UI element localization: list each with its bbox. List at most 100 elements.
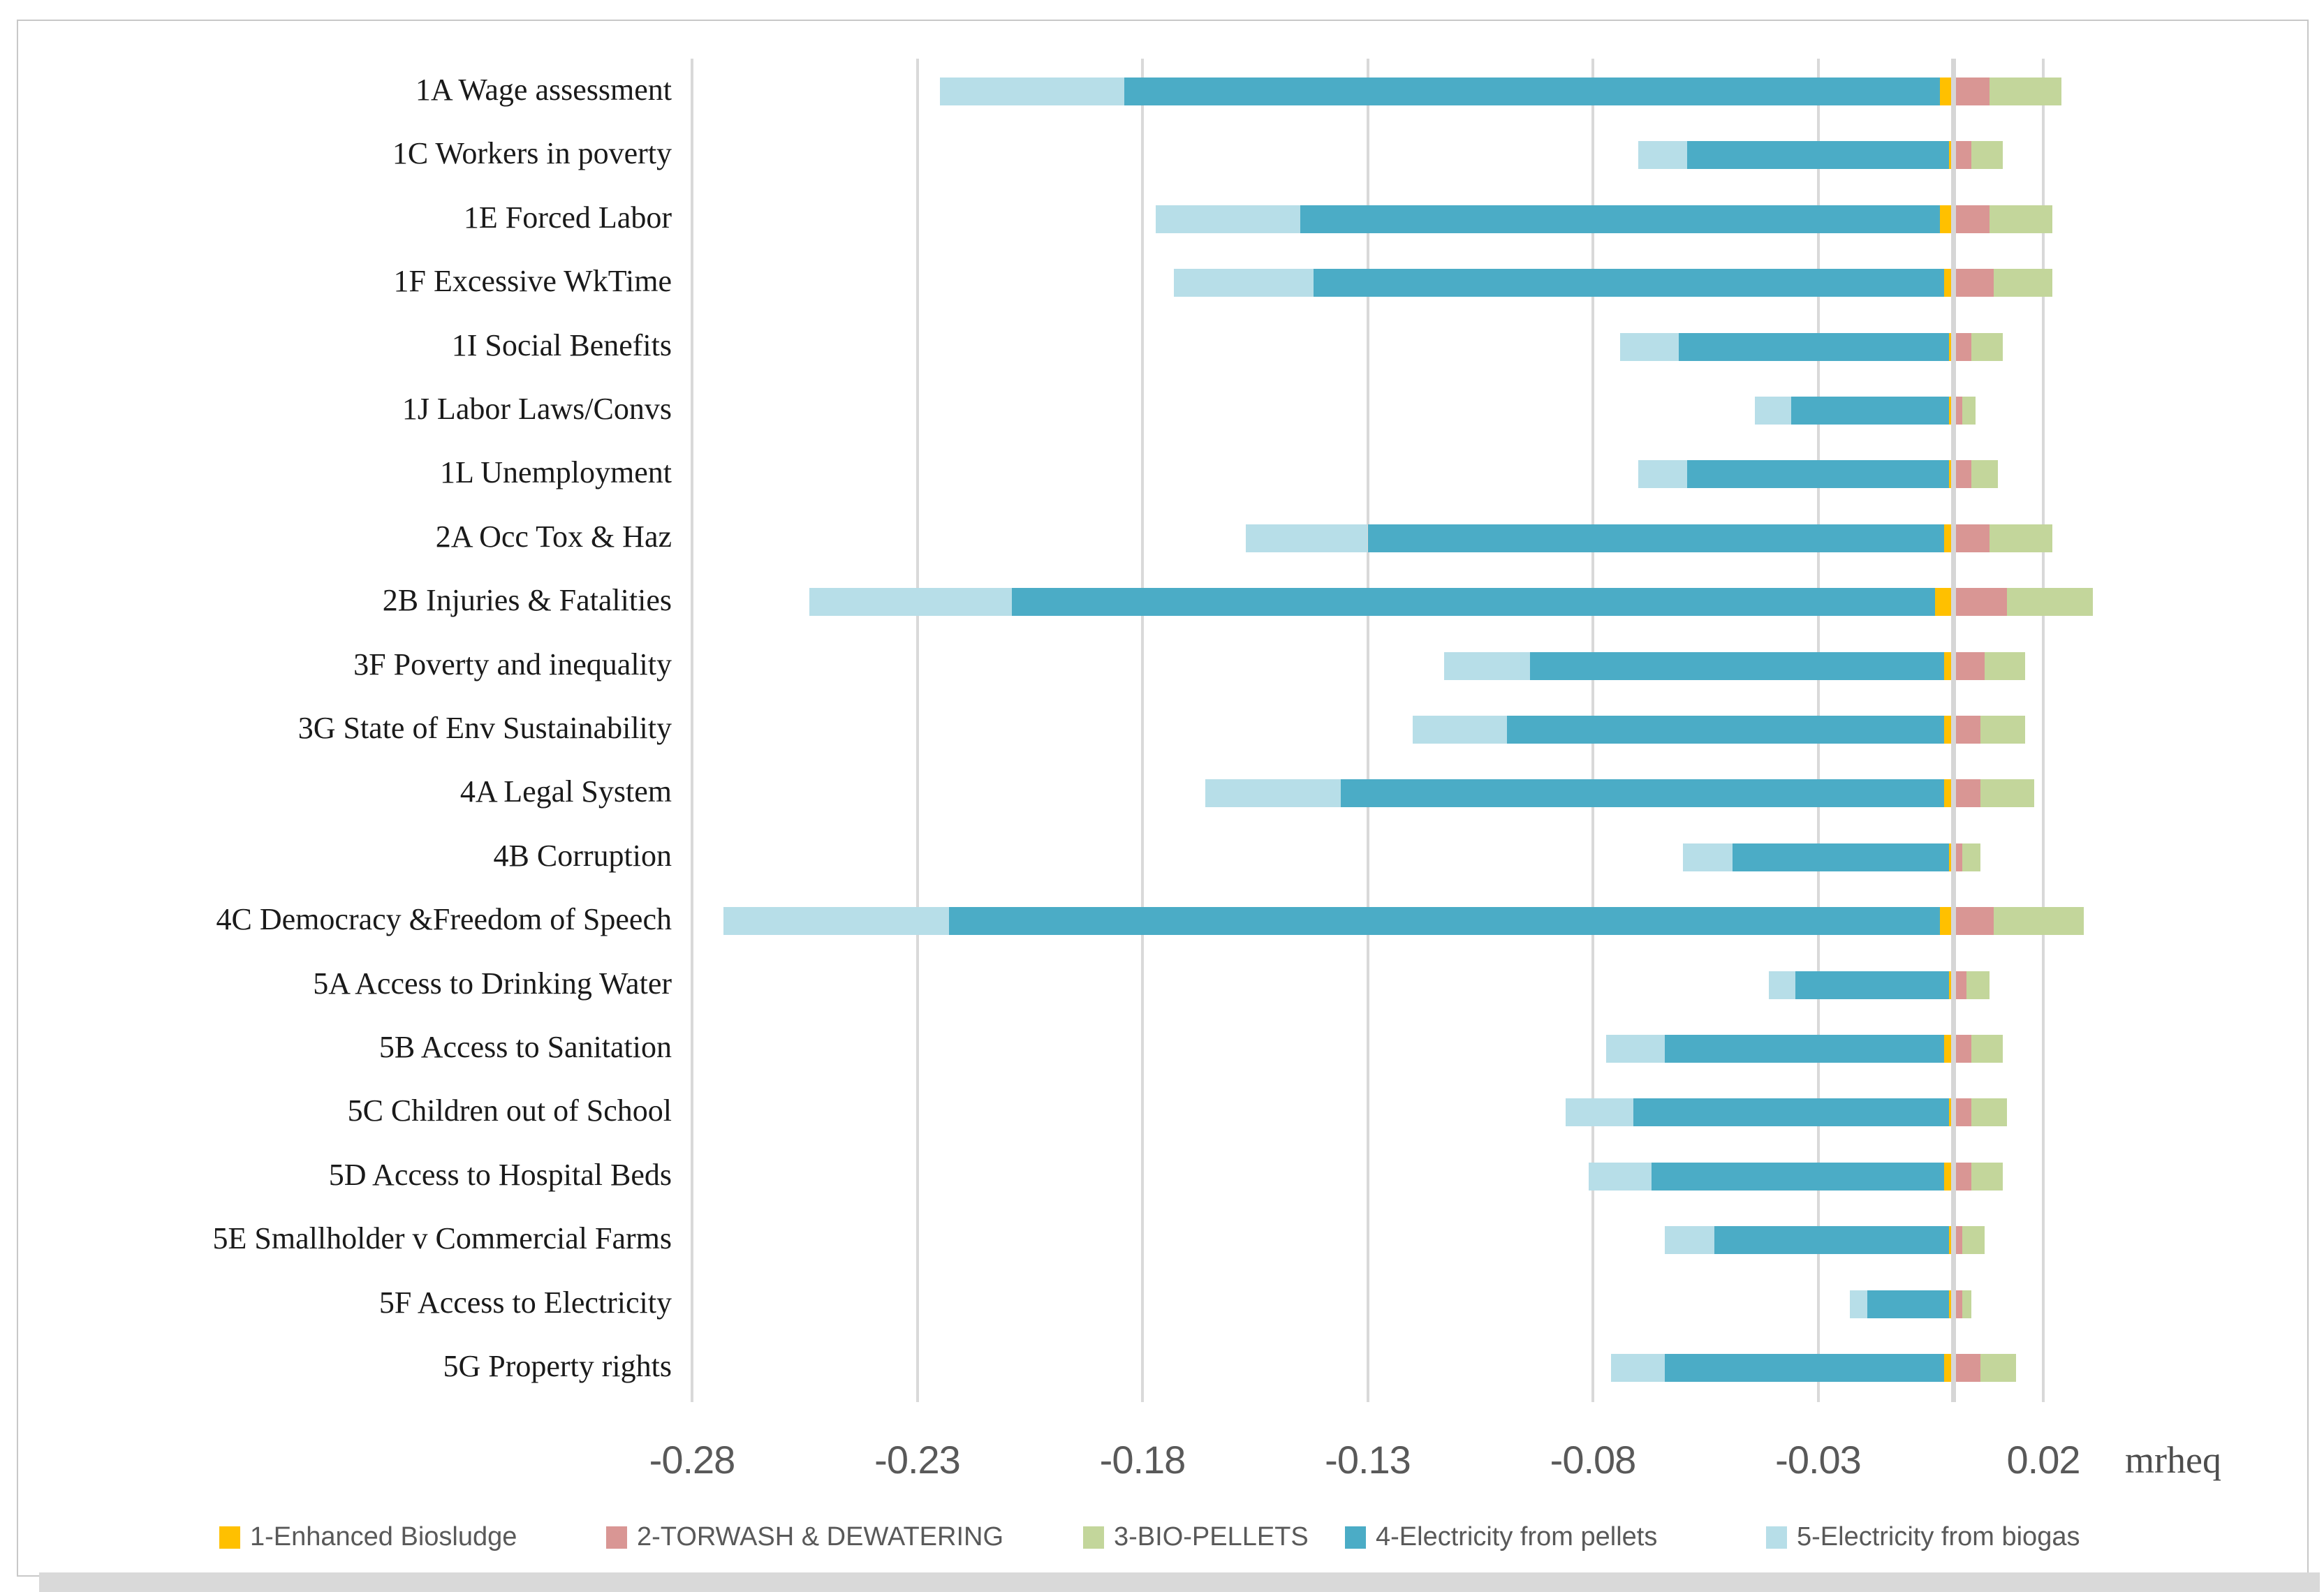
bar-segment[interactable] [1948,1226,1953,1255]
bar-segment[interactable] [939,78,1125,105]
bar-segment[interactable] [1156,205,1300,233]
bar-segment[interactable] [1588,1162,1652,1191]
bar-segment[interactable] [1665,1226,1715,1255]
bar-segment[interactable] [1714,1226,1949,1255]
bar-segment[interactable] [1939,78,1953,105]
bar-segment[interactable] [1683,843,1733,871]
bar-segment[interactable] [1944,269,1953,297]
bar-segment[interactable] [1678,332,1949,361]
bar-segment[interactable] [1610,1354,1665,1382]
bar-segment[interactable] [1953,779,1980,808]
bar-segment[interactable] [1606,1035,1665,1063]
bar-segment[interactable] [1953,460,1971,489]
bar-segment[interactable] [1944,779,1953,808]
bar-segment[interactable] [1953,1354,1980,1382]
bar-segment[interactable] [1314,269,1945,297]
bar-segment[interactable] [1994,907,2084,936]
bar-segment[interactable] [1413,716,1508,744]
bar-segment[interactable] [1966,971,1990,999]
bar-segment[interactable] [1971,141,2003,170]
bar-segment[interactable] [1633,1098,1949,1127]
bar-segment[interactable] [1246,524,1368,552]
bar-segment[interactable] [1948,332,1953,361]
bar-segment[interactable] [1651,1162,1945,1191]
bar-segment[interactable] [1989,524,2052,552]
bar-segment[interactable] [1948,1098,1953,1127]
bar-segment[interactable] [1944,716,1953,744]
bar-segment[interactable] [1948,843,1953,871]
bar-segment[interactable] [1444,651,1530,680]
bar-segment[interactable] [1011,588,1936,617]
bar-segment[interactable] [1980,779,2035,808]
bar-segment[interactable] [1944,651,1953,680]
bar-segment[interactable] [1755,397,1791,425]
bar-segment[interactable] [1953,205,1990,233]
bar-segment[interactable] [1962,1290,1971,1318]
bar-segment[interactable] [1665,1354,1945,1382]
bar-segment[interactable] [1566,1098,1634,1127]
bar-segment[interactable] [1989,78,2061,105]
bar-segment[interactable] [1948,1290,1953,1318]
bar-segment[interactable] [1994,269,2052,297]
bar-segment[interactable] [1948,460,1953,489]
bar-segment[interactable] [1687,141,1949,170]
bar-segment[interactable] [1665,1035,1945,1063]
bar-segment[interactable] [1953,269,1994,297]
bar-segment[interactable] [1795,971,1949,999]
bar-segment[interactable] [1953,524,1990,552]
bar-segment[interactable] [1367,524,1945,552]
bar-segment[interactable] [1953,971,1967,999]
bar-segment[interactable] [2007,588,2093,617]
bar-segment[interactable] [1174,269,1314,297]
bar-segment[interactable] [1944,524,1953,552]
bar-segment[interactable] [1944,1035,1953,1063]
bar-segment[interactable] [1953,78,1990,105]
bar-segment[interactable] [1953,1098,1971,1127]
bar-segment[interactable] [1849,1290,1868,1318]
bar-segment[interactable] [1124,78,1940,105]
bar-segment[interactable] [1529,651,1945,680]
bar-segment[interactable] [1944,1162,1953,1191]
bar-segment[interactable] [1935,588,1953,617]
bar-segment[interactable] [1944,1354,1953,1382]
bar-segment[interactable] [1732,843,1949,871]
bar-segment[interactable] [1205,779,1341,808]
bar-segment[interactable] [1948,971,1953,999]
bar-segment[interactable] [1962,1226,1985,1255]
bar-segment[interactable] [1971,460,1999,489]
bar-segment[interactable] [1340,779,1945,808]
bar-segment[interactable] [1953,332,1971,361]
bar-segment[interactable] [1980,716,2026,744]
bar-segment[interactable] [1953,588,2008,617]
bar-segment[interactable] [1687,460,1949,489]
bar-segment[interactable] [1953,716,1980,744]
bar-segment[interactable] [1790,397,1949,425]
bar-segment[interactable] [1971,1035,2003,1063]
bar-segment[interactable] [1971,1098,2008,1127]
bar-segment[interactable] [1768,971,1796,999]
bar-segment[interactable] [1953,141,1971,170]
bar-segment[interactable] [1867,1290,1949,1318]
bar-segment[interactable] [1962,843,1980,871]
bar-segment[interactable] [1985,651,2026,680]
bar-segment[interactable] [1300,205,1940,233]
bar-segment[interactable] [1638,460,1688,489]
bar-segment[interactable] [1980,1354,2017,1382]
bar-segment[interactable] [1953,1035,1971,1063]
bar-segment[interactable] [723,907,949,936]
bar-segment[interactable] [1971,332,2003,361]
bar-segment[interactable] [1638,141,1688,170]
bar-segment[interactable] [1953,1162,1971,1191]
bar-segment[interactable] [1953,651,1985,680]
bar-segment[interactable] [1948,397,1953,425]
bar-segment[interactable] [1939,907,1953,936]
bar-segment[interactable] [809,588,1012,617]
bar-segment[interactable] [1953,907,1994,936]
bar-segment[interactable] [1507,716,1945,744]
bar-segment[interactable] [1989,205,2052,233]
bar-segment[interactable] [1948,141,1953,170]
bar-segment[interactable] [1619,332,1679,361]
bar-segment[interactable] [1939,205,1953,233]
bar-segment[interactable] [948,907,1940,936]
bar-segment[interactable] [1971,1162,2003,1191]
